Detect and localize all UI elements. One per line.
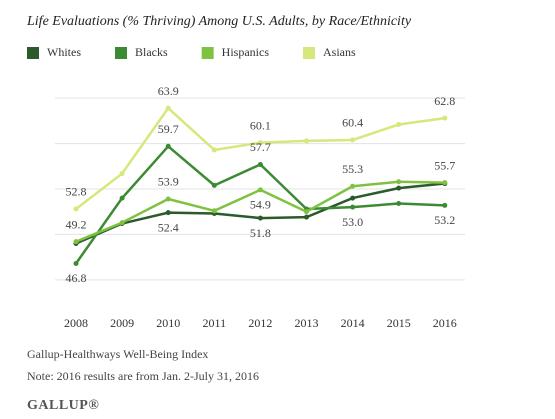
data-point	[396, 179, 402, 185]
data-label: 53.0	[342, 215, 363, 229]
data-point	[211, 147, 217, 153]
note: Note: 2016 results are from Jan. 2-July …	[27, 369, 259, 383]
data-point	[165, 210, 171, 216]
data-point	[119, 171, 125, 177]
x-tick-label: 2014	[341, 316, 365, 330]
legend-swatch	[201, 47, 214, 59]
data-point	[350, 204, 356, 210]
data-point	[211, 182, 217, 188]
data-point	[73, 206, 79, 212]
legend-swatch	[115, 47, 127, 59]
data-label: 53.9	[158, 175, 179, 189]
legend-swatch	[27, 47, 39, 59]
brand: GALLUP®	[27, 398, 99, 413]
source: Gallup-Healthways Well-Being Index	[27, 347, 208, 361]
legend-label: Whites	[47, 45, 81, 59]
data-point	[442, 202, 448, 208]
data-label: 54.9	[250, 198, 271, 212]
data-label: 62.8	[434, 94, 455, 108]
data-point	[257, 161, 263, 167]
x-tick-label: 2013	[295, 316, 319, 330]
data-label: 63.9	[158, 84, 179, 98]
x-tick-label: 2012	[248, 316, 272, 330]
data-point	[396, 201, 402, 207]
data-point	[165, 105, 171, 111]
data-point	[119, 195, 125, 201]
data-point	[73, 239, 79, 245]
data-label: 49.2	[66, 217, 87, 231]
data-label: 52.4	[158, 220, 179, 234]
data-label: 60.1	[250, 118, 271, 132]
data-point	[165, 196, 171, 202]
data-point	[304, 138, 309, 144]
data-point	[304, 214, 309, 220]
data-label: 51.8	[250, 226, 271, 240]
chart-title: Life Evaluations (% Thriving) Among U.S.…	[26, 14, 412, 29]
legend-swatch	[303, 47, 315, 59]
data-point	[257, 187, 263, 193]
data-label: 55.3	[342, 162, 363, 176]
x-tick-label: 2010	[156, 316, 180, 330]
data-point	[350, 195, 356, 201]
data-point	[257, 140, 263, 146]
legend-label: Hispanics	[222, 45, 270, 59]
data-point	[165, 143, 171, 149]
data-point	[304, 209, 309, 215]
data-point	[396, 122, 402, 128]
data-point	[396, 185, 402, 191]
legend-label: Blacks	[135, 45, 168, 59]
data-label: 60.4	[342, 116, 363, 130]
data-label: 52.8	[66, 185, 87, 199]
data-label: 53.2	[434, 213, 455, 227]
data-point	[442, 180, 448, 186]
data-point	[73, 260, 79, 266]
legend-label: Asians	[323, 45, 356, 59]
data-label: 55.7	[434, 158, 455, 172]
data-point	[211, 208, 217, 214]
x-tick-label: 2009	[110, 316, 134, 330]
x-tick-label: 2015	[387, 316, 411, 330]
x-tick-label: 2016	[433, 316, 457, 330]
data-point	[350, 183, 356, 189]
data-label: 59.7	[158, 122, 179, 136]
data-point	[350, 137, 356, 143]
x-tick-label: 2011	[203, 316, 227, 330]
data-point	[442, 115, 448, 121]
data-label: 46.8	[66, 271, 87, 285]
data-label: 57.7	[250, 140, 271, 154]
data-point	[257, 215, 263, 221]
x-tick-label: 2008	[64, 316, 88, 330]
data-point	[119, 220, 125, 226]
